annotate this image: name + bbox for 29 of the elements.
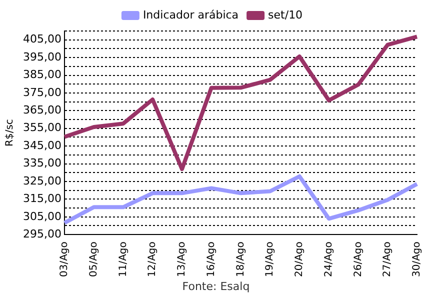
- source-note: Fonte: Esalq: [181, 280, 251, 293]
- x-tick-label: 26/Ago: [352, 242, 364, 278]
- x-tick-label: 27/Ago: [382, 242, 394, 278]
- x-tick-label: 24/Ago: [323, 242, 334, 278]
- y-tick-label: 405,00: [22, 32, 62, 46]
- y-tick-label: 365,00: [22, 104, 62, 117]
- legend-label: set/10: [268, 8, 303, 22]
- x-tick-label: 05/Ago: [88, 242, 100, 278]
- y-tick-label: 375,00: [22, 86, 62, 99]
- y-tick-label: 335,00: [22, 156, 62, 170]
- x-tick-label: 11/Ago: [118, 242, 129, 278]
- y-tick-label: 295,00: [22, 227, 62, 240]
- x-tick-label: 12/Ago: [147, 242, 158, 278]
- x-tick-label: 20/Ago: [294, 242, 306, 278]
- x-tick-label: 13/Ago: [176, 242, 188, 278]
- y-tick-label: 345,00: [22, 138, 62, 152]
- y-axis-title: R$/sc: [4, 119, 16, 146]
- y-tick-label: 305,00: [22, 210, 62, 223]
- x-tick-label: 30/Ago: [412, 242, 423, 278]
- y-tick-label: 315,00: [22, 192, 62, 206]
- x-tick-label: 03/Ago: [59, 242, 70, 278]
- y-tick-label: 395,00: [22, 50, 62, 64]
- y-tick-label: 355,00: [22, 121, 62, 134]
- x-tick-label: 19/Ago: [264, 242, 276, 278]
- x-tick-label: 16/Ago: [206, 242, 217, 278]
- legend-label: Indicador arábica: [142, 8, 239, 22]
- x-tick-label: 18/Ago: [235, 242, 246, 278]
- y-tick-label: 385,00: [22, 68, 62, 82]
- y-tick-label: 325,00: [22, 174, 62, 188]
